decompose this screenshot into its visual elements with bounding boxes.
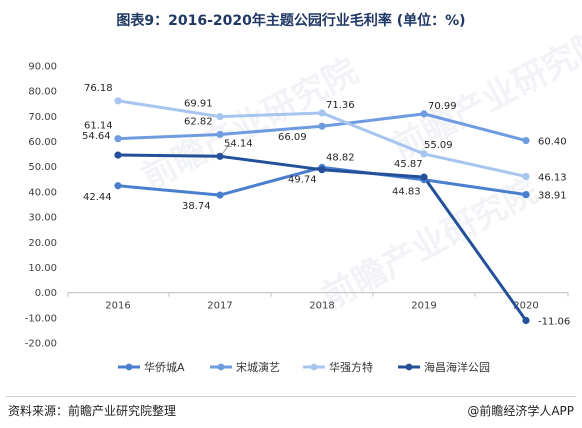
data-label: 44.83 (392, 187, 421, 198)
axis-layer: -20.00 -10.00 0.00 10.00 20.00 30.00 40.00 50.0… (25, 62, 569, 350)
y-tick-label: 60.00 (28, 137, 57, 148)
data-point (216, 130, 224, 139)
data-point (522, 191, 530, 199)
data-label: 61.14 (84, 121, 113, 132)
data-point (114, 135, 122, 143)
x-tick-label: 2019 (411, 301, 436, 312)
data-point (114, 97, 122, 105)
data-label: -11.06 (538, 316, 570, 327)
data-point (420, 110, 428, 118)
data-point (114, 151, 122, 159)
data-point (216, 152, 224, 160)
data-labels: 42.44 38.74 49.74 44.83 38.91 61.14 62.82 66.09… (82, 83, 570, 328)
data-point (420, 150, 428, 158)
data-point (318, 109, 326, 117)
x-tick-label: 2018 (309, 301, 334, 312)
series-points (114, 97, 530, 325)
legend-swatch-marker (217, 363, 225, 371)
data-point (216, 112, 224, 121)
data-label: 46.13 (538, 172, 567, 183)
data-point (522, 136, 530, 145)
data-label: 45.87 (394, 159, 423, 170)
y-tick-label: 20.00 (28, 238, 57, 249)
y-tick-label: 70.00 (28, 112, 57, 123)
y-tick-label: 80.00 (28, 87, 57, 98)
data-label: 49.74 (288, 174, 317, 185)
data-label: 48.82 (326, 153, 355, 164)
x-tick-label: 2017 (207, 301, 232, 312)
y-tick-label: 30.00 (28, 213, 57, 224)
legend: 华侨城A 宋城演艺 华强方特 海昌海洋公园 (118, 360, 490, 374)
chart-title: 图表9：2016-2020年主题公园行业毛利率 (单位：%) (116, 13, 466, 29)
data-label: 38.91 (538, 191, 567, 202)
data-label: 69.91 (184, 99, 213, 110)
y-tick-label: 40.00 (28, 187, 57, 198)
y-tick-label: -20.00 (25, 339, 57, 350)
y-tick-label: -10.00 (25, 313, 57, 324)
data-label: 71.36 (326, 100, 355, 111)
legend-label: 华强方特 (329, 360, 373, 374)
data-point (318, 122, 326, 130)
y-tick-label: 10.00 (28, 263, 57, 274)
data-point (522, 316, 530, 325)
footer-divider (6, 396, 576, 397)
data-label: 54.64 (82, 131, 111, 142)
y-tick-label: 0.00 (35, 288, 57, 299)
data-label: 55.09 (424, 140, 453, 151)
data-point (420, 173, 428, 181)
legend-label: 宋城演艺 (236, 360, 280, 374)
x-tick-label: 2016 (105, 301, 130, 312)
data-label: 70.99 (428, 101, 457, 112)
data-label: 42.44 (83, 192, 112, 203)
legend-swatch-marker (405, 363, 413, 371)
data-point (114, 182, 122, 190)
label-leader-line (221, 145, 232, 155)
legend-label: 华侨城A (144, 360, 185, 374)
legend-swatch-marker (125, 363, 133, 371)
y-tick-label: 90.00 (28, 62, 57, 73)
y-tick-label: 50.00 (28, 162, 57, 173)
data-label: 66.09 (278, 132, 307, 143)
data-label: 76.18 (84, 83, 113, 94)
data-label: 60.40 (538, 137, 567, 148)
data-point (522, 172, 530, 181)
data-label: 38.74 (182, 201, 211, 212)
data-label: 54.14 (224, 138, 253, 149)
data-point (318, 166, 326, 174)
legend-label: 海昌海洋公园 (424, 360, 490, 374)
legend-swatch-marker (310, 363, 318, 371)
brand-credit: @前瞻经济学人APP (467, 404, 574, 418)
data-label: 62.82 (184, 116, 213, 127)
source-note: 资料来源：前瞻产业研究院整理 (8, 404, 177, 418)
x-tick-label: 2020 (513, 301, 538, 312)
data-point (216, 191, 224, 199)
